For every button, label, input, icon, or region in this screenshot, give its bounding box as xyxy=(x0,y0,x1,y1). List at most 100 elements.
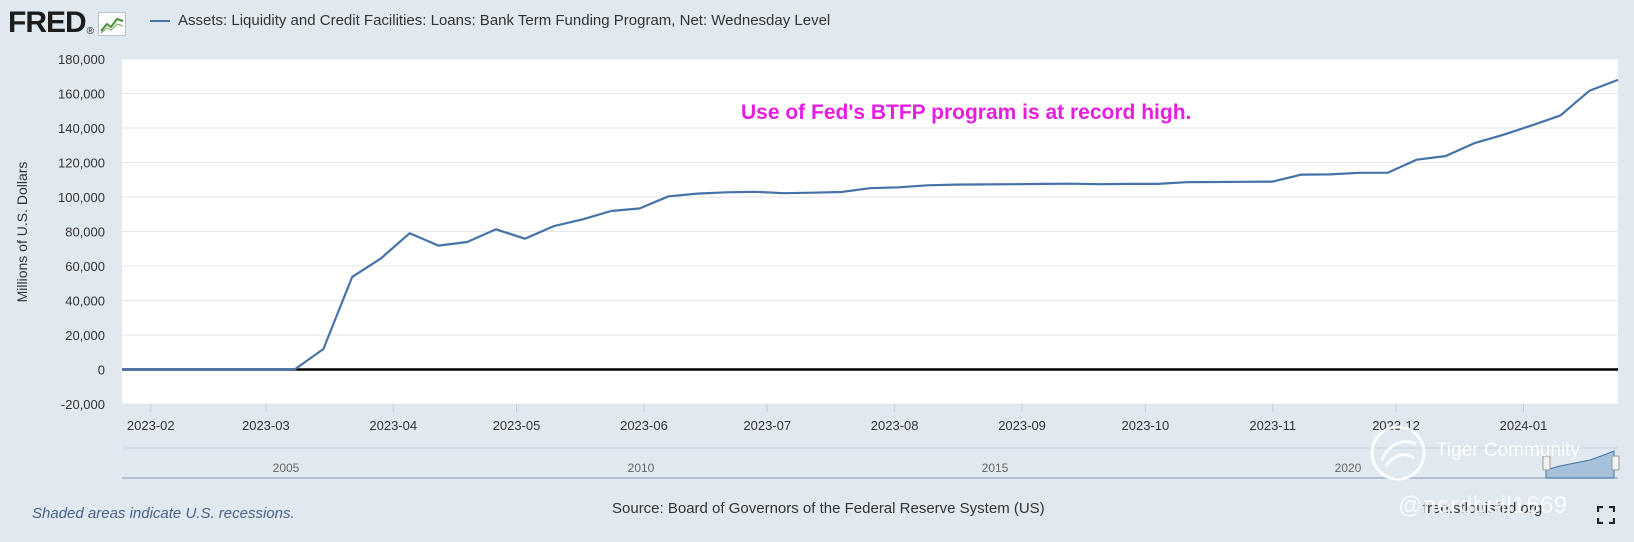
fred-chart-icon xyxy=(98,12,127,36)
data-point xyxy=(1472,141,1477,146)
data-point xyxy=(1213,179,1218,184)
recession-note: Shaded areas indicate U.S. recessions. xyxy=(32,505,295,522)
data-point xyxy=(1328,172,1333,177)
data-point xyxy=(839,189,844,194)
registered-mark: ® xyxy=(86,26,95,37)
navigator-year-labels: 2005 2010 2015 2020 xyxy=(273,461,1362,475)
navigator-handle-left xyxy=(1542,455,1551,471)
navigator-year-label: 2020 xyxy=(1335,461,1362,475)
data-point xyxy=(407,231,412,236)
y-axis-ticks: -20,000 0 20,000 40,000 60,000 80,000 100,000 1… xyxy=(58,52,105,412)
x-tick-label: 2023-06 xyxy=(620,418,668,433)
y-tick-label: 100,000 xyxy=(58,190,105,205)
legend-series-label: Assets: Liquidity and Credit Facilities:… xyxy=(178,12,831,29)
data-point xyxy=(896,185,901,190)
data-point xyxy=(1587,88,1592,93)
data-point xyxy=(436,243,441,248)
fred-logo-text: FRED xyxy=(8,6,87,39)
data-point xyxy=(1040,181,1045,186)
y-tick-label: 80,000 xyxy=(65,225,105,240)
y-tick-label: 120,000 xyxy=(58,156,105,171)
data-point xyxy=(1500,132,1505,137)
navigator-year-label: 2005 xyxy=(273,461,300,475)
data-point xyxy=(551,224,556,229)
data-point xyxy=(1126,181,1131,186)
navigator-selection-area xyxy=(1545,450,1615,479)
data-point xyxy=(666,194,671,199)
data-point xyxy=(580,217,585,222)
data-point xyxy=(1299,172,1304,177)
grid-lines xyxy=(122,58,1618,405)
data-point xyxy=(350,274,355,279)
data-point xyxy=(148,367,153,372)
watermark-brand: Tiger Community xyxy=(1436,440,1580,461)
data-point xyxy=(1616,77,1621,82)
data-point xyxy=(120,367,125,372)
data-point xyxy=(1098,182,1103,187)
data-point xyxy=(1242,179,1247,184)
data-point xyxy=(752,189,757,194)
data-point xyxy=(810,190,815,195)
data-point xyxy=(1069,181,1074,186)
navigator-handle-right xyxy=(1611,455,1620,471)
data-point xyxy=(695,191,700,196)
chart-annotation: Use of Fed's BTFP program is at record h… xyxy=(741,101,1191,124)
y-tick-label: 0 xyxy=(98,363,105,378)
y-tick-label: -20,000 xyxy=(61,397,105,412)
navigator-track xyxy=(122,448,1618,478)
navigator-year-label: 2010 xyxy=(628,461,655,475)
site-url[interactable]: fred.stlouisfed.org xyxy=(1423,500,1543,517)
data-point xyxy=(321,346,326,351)
y-axis-label: Millions of U.S. Dollars xyxy=(14,162,30,303)
watermark-user: @nerdbull1669 xyxy=(1398,492,1568,519)
x-tick-label: 2023-03 xyxy=(242,418,290,433)
x-tick-label: 2023-02 xyxy=(127,418,175,433)
x-tick-label: 2023-05 xyxy=(493,418,541,433)
navigator-year-label: 2015 xyxy=(982,461,1009,475)
y-tick-label: 140,000 xyxy=(58,121,105,136)
data-point xyxy=(1357,170,1362,175)
data-point xyxy=(263,367,268,372)
y-tick-label: 60,000 xyxy=(65,259,105,274)
data-point xyxy=(1385,170,1390,175)
x-tick-label: 2023-09 xyxy=(998,418,1046,433)
source-note: Source: Board of Governors of the Federa… xyxy=(612,500,1045,517)
data-point xyxy=(1529,123,1534,128)
x-axis-ticks: 2023-02 2023-03 2023-04 2023-05 2023-06 2023-… xyxy=(127,404,1547,433)
series-line xyxy=(122,78,1619,371)
data-point xyxy=(1184,180,1189,185)
y-tick-label: 20,000 xyxy=(65,328,105,343)
y-tick-label: 40,000 xyxy=(65,294,105,309)
data-point xyxy=(1011,182,1016,187)
chart-legend[interactable]: Assets: Liquidity and Credit Facilities:… xyxy=(150,12,830,29)
data-point xyxy=(868,186,873,191)
x-tick-label: 2024-01 xyxy=(1500,418,1548,433)
data-point xyxy=(292,367,297,372)
data-point xyxy=(609,208,614,213)
data-point xyxy=(206,367,211,372)
y-tick-label: 180,000 xyxy=(58,52,105,67)
data-point xyxy=(465,240,470,245)
data-point xyxy=(378,256,383,261)
fullscreen-icon[interactable] xyxy=(1597,506,1615,524)
x-tick-label: 2023-07 xyxy=(743,418,791,433)
data-point xyxy=(983,182,988,187)
x-tick-label: 2023-04 xyxy=(369,418,417,433)
data-point xyxy=(1270,179,1275,184)
tiger-community-logo xyxy=(1370,425,1426,481)
data-point xyxy=(781,191,786,196)
data-point xyxy=(522,236,527,241)
data-point xyxy=(637,206,642,211)
chart-header: FRED ® Assets: Liquidity and Credit Faci… xyxy=(0,0,1634,48)
data-point xyxy=(954,182,959,187)
data-point xyxy=(494,227,499,232)
data-point xyxy=(1155,181,1160,186)
data-point xyxy=(1443,154,1448,159)
fred-logo[interactable]: FRED ® xyxy=(8,6,127,40)
data-point xyxy=(1414,157,1419,162)
data-point xyxy=(1558,113,1563,118)
x-tick-label: 2023-11 xyxy=(1249,418,1296,433)
data-point xyxy=(724,190,729,195)
data-point xyxy=(235,367,240,372)
